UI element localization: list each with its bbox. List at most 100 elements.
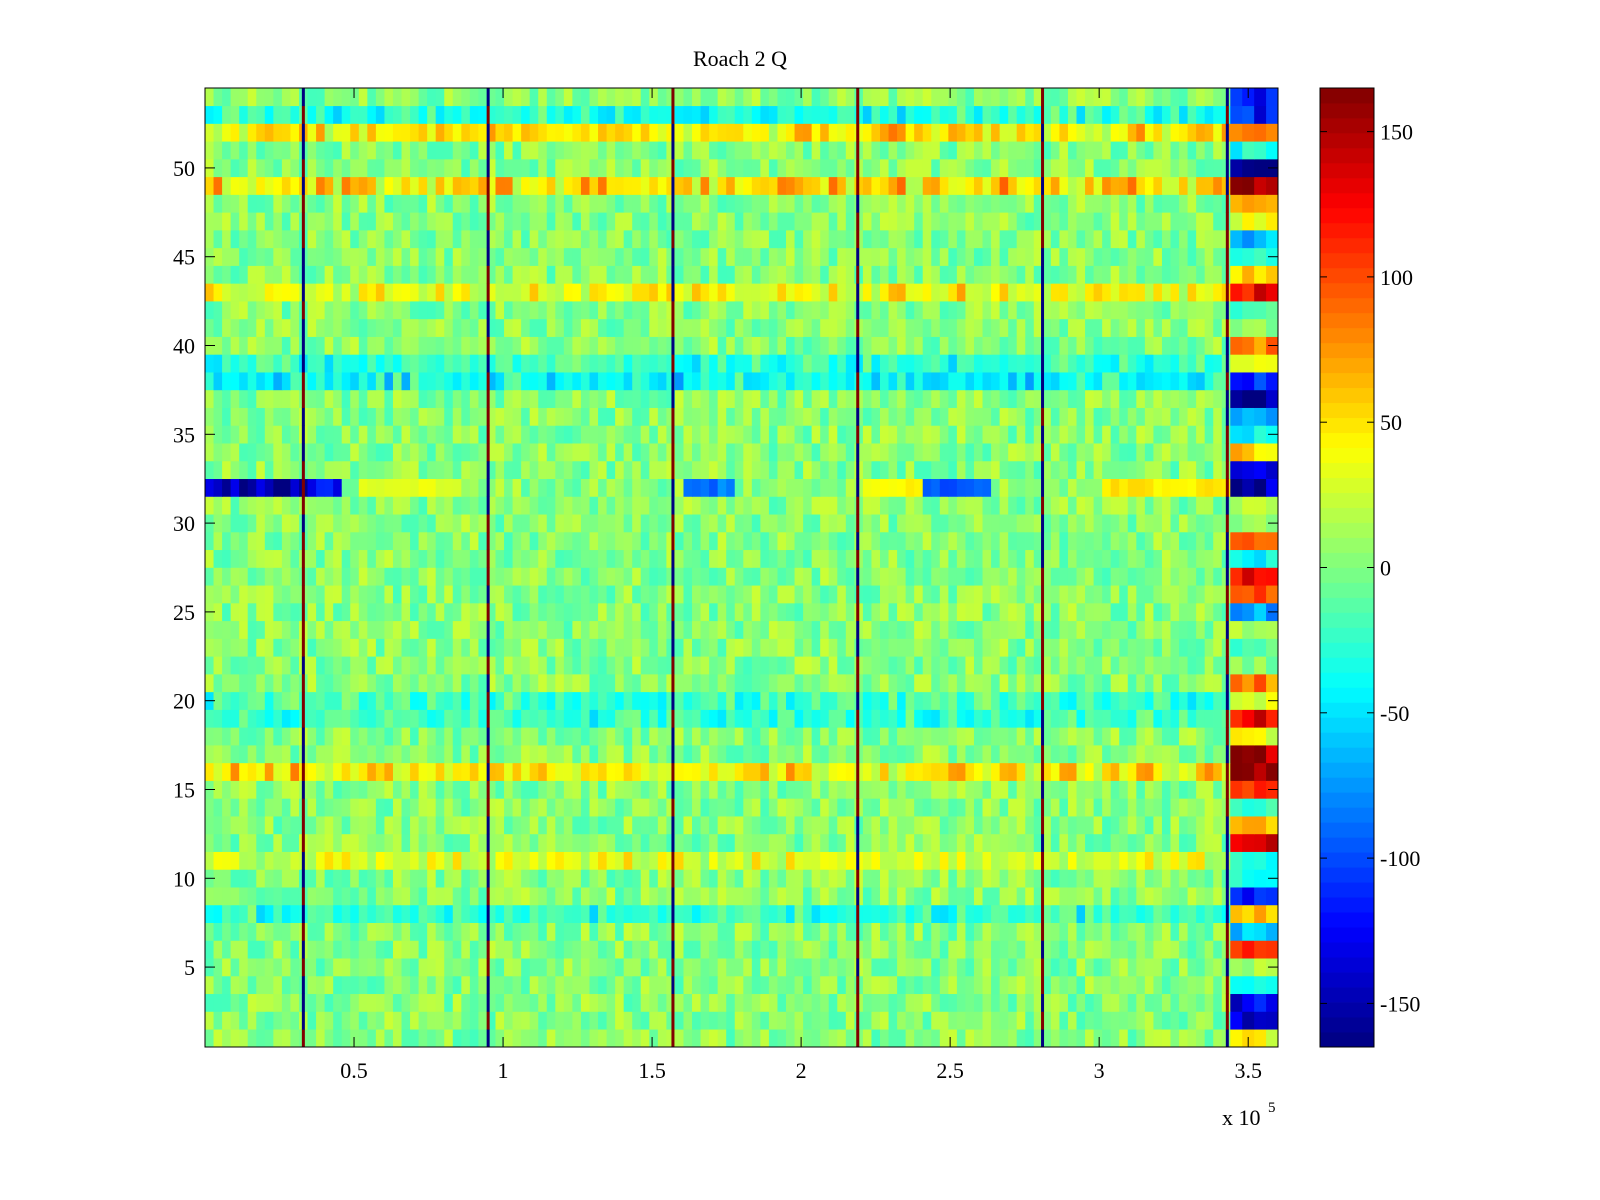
heatmap-cell	[478, 460, 488, 479]
heatmap-cell	[598, 833, 608, 852]
heatmap-cell	[504, 993, 514, 1012]
heatmap-cell	[290, 372, 300, 391]
heatmap-cell	[341, 620, 351, 639]
heatmap-cell	[384, 425, 394, 444]
heatmap-cell	[213, 958, 223, 977]
heatmap-cell	[1179, 478, 1189, 497]
heatmap-cell	[247, 958, 257, 977]
heatmap-cell	[461, 354, 471, 373]
heatmap-cell	[247, 603, 257, 622]
heatmap-cell	[922, 975, 932, 995]
heatmap-cell	[461, 709, 471, 728]
heatmap-cell	[615, 691, 625, 710]
heatmap-cell	[435, 869, 445, 888]
heatmap-cell	[1153, 904, 1163, 923]
heatmap-cell	[768, 691, 779, 710]
heatmap-cell	[768, 1011, 779, 1030]
heatmap-cell	[692, 816, 702, 835]
heatmap-cell	[794, 745, 804, 764]
heatmap-cell	[632, 443, 642, 462]
heatmap-edge-cell	[1266, 940, 1279, 959]
heatmap-cell	[1110, 1011, 1120, 1030]
heatmap-cell	[948, 531, 958, 551]
heatmap-cell	[401, 389, 411, 408]
heatmap-cell	[1033, 372, 1043, 391]
heatmap-cell	[905, 975, 915, 995]
heatmap-cell	[897, 975, 907, 995]
heatmap-cell	[623, 389, 633, 408]
heatmap-cell	[580, 798, 591, 817]
heatmap-cell	[375, 869, 386, 888]
heatmap-cell	[657, 603, 667, 622]
heatmap-cell	[768, 354, 779, 373]
heatmap-cell	[734, 798, 744, 817]
heatmap-cell	[1102, 816, 1112, 835]
heatmap-cell	[1127, 922, 1137, 941]
heatmap-cell	[871, 443, 881, 462]
heatmap-cell	[281, 922, 292, 941]
heatmap-cell	[486, 603, 497, 622]
heatmap-cell	[683, 514, 693, 533]
heatmap-cell	[640, 816, 650, 835]
heatmap-edge-cell	[1242, 603, 1255, 622]
heatmap-cell	[803, 460, 813, 479]
heatmap-cell	[657, 656, 667, 675]
heatmap-cell	[734, 354, 744, 373]
heatmap-cell	[948, 674, 958, 693]
heatmap-cell	[803, 727, 813, 746]
heatmap-cell	[726, 478, 736, 497]
heatmap-cell	[452, 407, 462, 426]
heatmap-cell	[222, 869, 232, 888]
heatmap-cell	[435, 745, 445, 764]
heatmap-cell	[418, 762, 428, 781]
heatmap-cell	[461, 496, 471, 515]
heatmap-cell	[777, 709, 787, 728]
heatmap-cell	[1170, 549, 1180, 568]
heatmap-cell	[392, 940, 403, 959]
heatmap-cell	[1127, 389, 1137, 408]
heatmap-cell	[341, 709, 351, 728]
heatmap-cell	[367, 620, 377, 639]
heatmap-cell	[1213, 691, 1223, 710]
heatmap-cell	[888, 336, 898, 355]
heatmap-cell	[905, 940, 915, 959]
heatmap-cell	[435, 798, 445, 817]
heatmap-cell	[786, 531, 796, 551]
heatmap-cell	[931, 354, 941, 373]
heatmap-cell	[1110, 354, 1120, 373]
heatmap-cell	[640, 727, 650, 746]
heatmap-cell	[486, 869, 497, 888]
heatmap-cell	[640, 798, 650, 817]
heatmap-cell	[264, 620, 274, 639]
heatmap-cell	[495, 1029, 505, 1048]
heatmap-cell	[897, 993, 907, 1012]
heatmap-cell	[341, 780, 351, 799]
heatmap-cell	[683, 531, 693, 551]
heatmap-cell	[922, 691, 932, 710]
heatmap-cell	[444, 407, 454, 426]
heatmap-cell	[845, 354, 855, 373]
heatmap-cell	[649, 407, 659, 426]
heatmap-cell	[341, 745, 351, 764]
heatmap-cell	[700, 709, 710, 728]
heatmap-cell	[786, 975, 796, 995]
heatmap-cell	[862, 638, 873, 657]
heatmap-cell	[828, 727, 838, 746]
heatmap-cell	[290, 674, 300, 693]
heatmap-cell	[1136, 993, 1146, 1012]
heatmap-cell	[905, 656, 915, 675]
heatmap-cell	[264, 727, 274, 746]
heatmap-cell	[1161, 585, 1172, 604]
heatmap-cell	[1179, 407, 1189, 426]
heatmap-cell	[256, 549, 266, 568]
heatmap-cell	[623, 922, 633, 941]
heatmap-edge-cell	[1230, 620, 1243, 639]
heatmap-cell	[247, 762, 257, 781]
heatmap-cell	[991, 816, 1001, 835]
heatmap-cell	[914, 762, 924, 781]
heatmap-cell	[743, 1029, 753, 1048]
heatmap-cell	[384, 869, 394, 888]
heatmap-cell	[333, 798, 343, 817]
heatmap-cell	[1093, 496, 1103, 515]
heatmap-cell	[674, 762, 685, 781]
